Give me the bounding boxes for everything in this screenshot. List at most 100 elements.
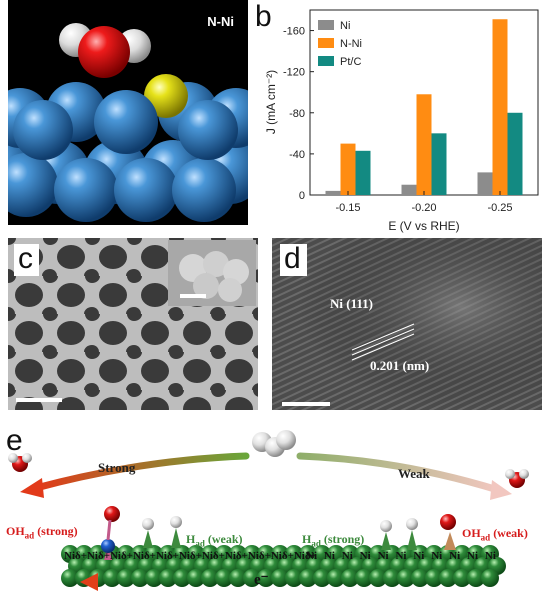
legend-swatch <box>318 20 334 30</box>
ni-atoms-back-row <box>8 138 248 222</box>
panel-b-bar-chart: b 0 -40 -80 -120 -160 -0.15 -0.20 -0.25 Ni N-Ni… <box>255 0 545 235</box>
ni-atoms-top-layer <box>8 74 248 160</box>
bar-ni <box>477 172 493 195</box>
bar-n-ni <box>416 94 432 195</box>
legend-label: N-Ni <box>340 38 362 50</box>
ni-sphere <box>383 569 401 587</box>
legend: Ni N-Ni Pt/C <box>318 20 362 68</box>
ni-atom-label: Niδ+ <box>64 550 87 562</box>
ni-atom-label: Niδ+ <box>86 550 110 562</box>
scale-bar <box>282 402 330 406</box>
ni-sphere <box>285 569 303 587</box>
ni-sphere <box>369 569 387 587</box>
strong-arrow <box>32 452 250 492</box>
ni-atom-label: Ni <box>323 550 335 562</box>
ni-atom-label: Ni <box>449 550 461 562</box>
spacing-label: 0.201 (nm) <box>370 358 430 373</box>
ni-atom-label: Ni <box>359 550 371 562</box>
ni-sphere <box>481 569 499 587</box>
bar-ni <box>325 190 341 195</box>
y-tick-label: -160 <box>283 26 305 38</box>
ni-atom-label: Ni <box>413 550 425 562</box>
bar-n-ni <box>340 143 356 195</box>
y-axis-label: J (mA cm⁻²) <box>264 70 278 134</box>
legend-swatch <box>318 38 334 48</box>
ni-atom-label: Ni <box>377 550 389 562</box>
bar-n-ni <box>492 19 508 195</box>
panel-a-tag: N-Ni <box>207 14 234 29</box>
ni-atom-label: Niδ+ <box>132 550 156 562</box>
bars <box>325 19 523 195</box>
adsorbates-left <box>101 506 182 560</box>
ni-atom-label: Niδ+ <box>293 550 317 562</box>
ni-sphere <box>453 569 471 587</box>
ni-sphere <box>467 569 485 587</box>
legend-label: Pt/C <box>340 56 361 68</box>
panel-c-label: c <box>14 244 39 276</box>
y-tick-label: -40 <box>289 149 305 161</box>
ni-sphere <box>299 569 317 587</box>
ni-atom-label: Niδ+ <box>201 550 225 562</box>
ni-atom-label: Niδ+ <box>178 550 202 562</box>
water-molecule <box>59 23 151 78</box>
ni-atom-label: Ni <box>395 550 407 562</box>
y-tick-label: 0 <box>299 190 305 202</box>
ni-sphere <box>425 569 443 587</box>
strong-label: Strong <box>98 460 136 475</box>
y-ticks: 0 -40 -80 -120 -160 <box>283 26 314 202</box>
scale-bar <box>16 398 62 402</box>
ni-atom-label: Ni <box>467 550 479 562</box>
ni-atom-label: Ni <box>484 550 496 562</box>
ni-sphere <box>61 569 79 587</box>
ni-sphere <box>257 569 275 587</box>
weak-label: Weak <box>398 466 430 481</box>
weak-arrow <box>296 452 502 494</box>
panel-c-sem-image: c <box>8 238 258 410</box>
h2-molecule-icon <box>252 430 296 457</box>
x-axis-label: E (V vs RHE) <box>388 219 459 233</box>
ni-atom-label: Niδ+ <box>155 550 179 562</box>
ni-atom-label: Niδ+ <box>247 550 271 562</box>
panel-e-label: e <box>6 424 23 457</box>
inset-scale-bar <box>180 294 206 298</box>
h-weak-label: Had (weak) <box>186 532 243 549</box>
legend-swatch <box>318 56 334 66</box>
y-tick-label: -80 <box>289 108 305 120</box>
panel-e-mechanism-schematic: e Strong Weak OHad (strong) OHad (weak) … <box>0 420 550 603</box>
ni-delta-labels: Niδ+ Niδ+ Niδ+ Niδ+ Niδ+ Niδ+ Niδ+ Niδ+ Niδ+ Niδ+… <box>64 550 317 562</box>
porous-network-micrograph <box>8 238 258 410</box>
panel-b-label: b <box>255 0 272 33</box>
h-strong-label: Had (strong) <box>302 532 365 549</box>
ni-sphere <box>355 569 373 587</box>
x-ticks: -0.15 -0.20 -0.25 <box>335 191 513 214</box>
legend-label: Ni <box>340 20 350 32</box>
bar-ni <box>401 184 417 195</box>
x-tick-label: -0.15 <box>335 202 360 214</box>
lattice-fringe-micrograph <box>272 238 542 410</box>
ni-sphere <box>411 569 429 587</box>
ni-atom-label: Ni <box>306 550 317 562</box>
ni-atom-label: Niδ+ <box>224 550 248 562</box>
atomic-model-illustration <box>8 23 248 222</box>
ni-sphere <box>439 569 457 587</box>
panel-d-hrtem-image: d Ni (111) 0.201 (nm) <box>272 238 542 410</box>
current-density-chart: 0 -40 -80 -120 -160 -0.15 -0.20 -0.25 Ni N-Ni Pt… <box>264 9 539 233</box>
mechanism-diagram <box>8 430 529 591</box>
oh-strong-label: OHad (strong) <box>6 524 78 541</box>
x-tick-label: -0.20 <box>411 202 436 214</box>
electron-label: e⁻ <box>254 572 269 588</box>
ni-sphere <box>397 569 415 587</box>
ni-atom-label: Niδ+ <box>270 550 294 562</box>
oh-weak-label: OHad (weak) <box>462 526 528 543</box>
ni-atom-label: Ni <box>341 550 353 562</box>
bar-pt-c <box>355 150 371 195</box>
panel-a-label: a <box>10 12 27 45</box>
panel-d-label: d <box>280 244 307 276</box>
x-tick-label: -0.25 <box>487 202 512 214</box>
ni-sphere <box>341 569 359 587</box>
water-molecule-left-icon <box>8 453 32 472</box>
panel-a-atomic-model: a N-Ni <box>8 0 248 225</box>
water-molecule-right-icon <box>505 469 529 488</box>
y-tick-label: -120 <box>283 67 305 79</box>
ni-sphere <box>313 569 331 587</box>
